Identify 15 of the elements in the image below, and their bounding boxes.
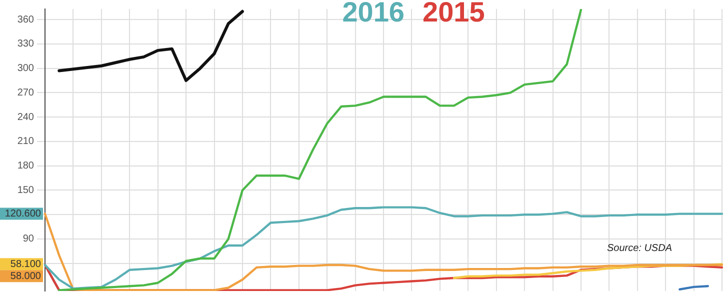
y-tick-label: 90 xyxy=(22,234,34,245)
y-tick-label: 270 xyxy=(17,87,34,98)
y-tick-label: 210 xyxy=(17,136,34,148)
annotation: Source: USDA xyxy=(606,242,672,254)
text: 2015 xyxy=(422,0,485,28)
text: 58.100 xyxy=(10,258,42,270)
y-tick-label: 150 xyxy=(17,184,34,196)
y-tick-label: 300 xyxy=(17,63,34,74)
y-tick-label: 180 xyxy=(17,160,34,172)
text: 120.600 xyxy=(4,208,42,220)
y-tick-label: 360 xyxy=(17,14,34,26)
text: 2016 xyxy=(342,0,405,28)
text: 58.000 xyxy=(10,270,42,282)
y-tick-label: 330 xyxy=(17,38,34,50)
y-tick-label: 240 xyxy=(17,112,34,123)
